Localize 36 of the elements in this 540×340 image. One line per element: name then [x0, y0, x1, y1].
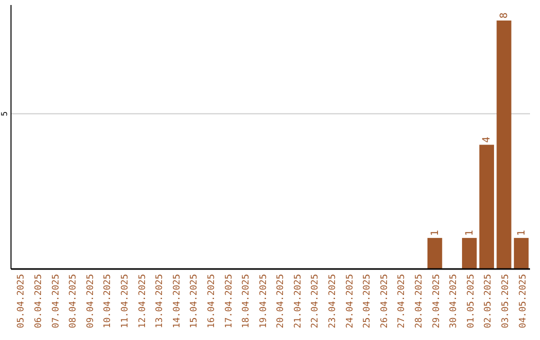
x-tick-label: 07.04.2025	[51, 274, 62, 328]
x-tick-label: 21.04.2025	[293, 274, 304, 328]
data-label: 1	[516, 230, 528, 236]
x-tick-label: 11.04.2025	[120, 274, 130, 328]
x-tick-label: 14.04.2025	[172, 274, 182, 328]
x-tick-label: 25.04.2025	[362, 274, 373, 328]
x-tick-label: 22.04.2025	[310, 274, 321, 328]
data-label: 1	[464, 230, 476, 236]
x-tick-label: 01.05.2025	[466, 274, 476, 328]
x-tick-label: 19.04.2025	[258, 274, 269, 328]
x-tick-label: 17.04.2025	[224, 274, 234, 328]
x-tick-label: 08.04.2025	[68, 274, 79, 328]
x-tick-label: 05.04.2025	[16, 274, 27, 328]
x-tick-label: 06.04.2025	[34, 274, 44, 328]
x-tick-label: 13.04.2025	[155, 274, 166, 328]
x-tick-label: 09.04.2025	[86, 274, 96, 328]
x-tick-label: 04.05.2025	[518, 274, 528, 328]
x-tick-label: 03.05.2025	[500, 274, 511, 328]
x-tick-label: 23.04.2025	[328, 274, 338, 328]
x-tick-label: 29.04.2025	[432, 274, 442, 328]
x-tick-label: 20.04.2025	[276, 274, 286, 328]
x-tick-label: 24.04.2025	[345, 274, 356, 328]
data-label: 8	[498, 12, 510, 19]
x-tick-label: 28.04.2025	[414, 274, 424, 328]
x-tick-label: 18.04.2025	[242, 274, 252, 328]
data-label: 1	[430, 230, 441, 236]
data-label: 4	[482, 136, 493, 143]
x-tick-label: 10.04.2025	[103, 274, 114, 328]
x-tick-label: 12.04.2025	[138, 274, 148, 328]
x-tick-label: 02.05.2025	[484, 274, 494, 328]
x-tick-label: 30.04.2025	[449, 274, 460, 328]
x-tick-label: 26.04.2025	[380, 274, 390, 328]
x-tick-label: 16.04.2025	[206, 274, 217, 328]
x-tick-label: 27.04.2025	[397, 274, 408, 328]
x-tick-label: 15.04.2025	[190, 274, 200, 328]
y-tick-label: 5	[0, 111, 9, 116]
